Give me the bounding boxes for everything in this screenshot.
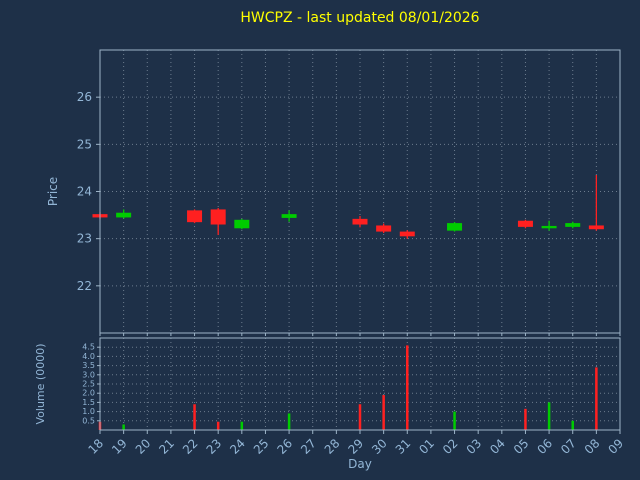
candle-body [565,223,581,227]
x-tick-label: 28 [322,436,343,457]
x-axis-label: Day [348,457,372,471]
price-tick-label: 26 [77,90,92,104]
x-tick-label: 27 [298,436,319,457]
x-tick-label: 19 [109,436,130,457]
volume-bar [382,395,385,430]
candle-body [187,210,203,223]
x-tick-label: 06 [535,436,556,457]
x-tick-label: 04 [487,436,508,457]
volume-bar [122,424,125,430]
x-tick-label: 20 [133,436,154,457]
volume-tick-label: 0.5 [82,416,95,425]
volume-bar [453,411,456,430]
price-tick-label: 24 [77,185,92,199]
candle-body [352,218,368,225]
chart-title: HWCPZ - last updated 08/01/2026 [240,10,480,26]
candle-body [588,225,604,230]
x-tick-label: 30 [369,436,390,457]
volume-bar [240,421,244,430]
grid [99,50,621,430]
x-tick-label: 21 [156,436,177,457]
volume-bar [547,402,551,430]
x-tick-label: 09 [605,436,626,457]
price-tick-label: 25 [77,137,92,151]
tick-marks [96,96,621,434]
volume-bar [358,404,362,430]
volume-tick-label: 4.0 [82,352,95,361]
price-tick-label: 23 [77,232,92,246]
volume-tick-label: 3.5 [82,361,95,370]
candle-body [541,225,557,229]
x-tick-label: 29 [345,436,366,457]
candle-body [281,214,297,218]
price-tick-label: 22 [77,279,92,293]
x-tick-label: 31 [393,436,414,457]
candle-body [210,209,226,225]
volume-tick-label: 2.0 [82,389,95,398]
candle-body [399,231,415,237]
volume-bar [216,421,220,430]
x-tick-label: 24 [227,436,248,457]
volume-tick-label: 2.5 [82,380,95,389]
series [92,174,604,430]
x-tick-label: 01 [416,436,437,457]
volume-tick-label: 3.0 [82,370,95,379]
volume-bar [595,367,598,430]
volume-tick-label: 1.5 [82,398,95,407]
x-tick-label: 05 [511,436,532,457]
volume-bar [287,413,291,430]
volume-bar [193,404,196,430]
x-tick-label: 03 [464,436,485,457]
price-axis-label: Price [46,177,60,206]
x-tick-label: 23 [204,436,225,457]
volume-tick-label: 4.5 [82,343,95,352]
x-tick-label: 07 [558,436,579,457]
x-tick-label: 02 [440,436,461,457]
volume-bar [406,345,409,430]
x-tick-label: 26 [275,436,296,457]
volume-bar [524,408,527,430]
candle-body [447,223,463,231]
x-tick-label: 08 [582,436,603,457]
candle-body [376,225,392,232]
volume-tick-label: 1.0 [82,407,95,416]
candle-body [234,219,250,229]
x-tick-label: 18 [85,436,106,457]
volume-bar [571,420,574,430]
candle-body [116,212,132,218]
volume-axis-label: Volume (0000) [34,344,47,425]
candle-body [517,220,533,227]
x-tick-label: 22 [180,436,201,457]
x-tick-label: 25 [251,436,272,457]
